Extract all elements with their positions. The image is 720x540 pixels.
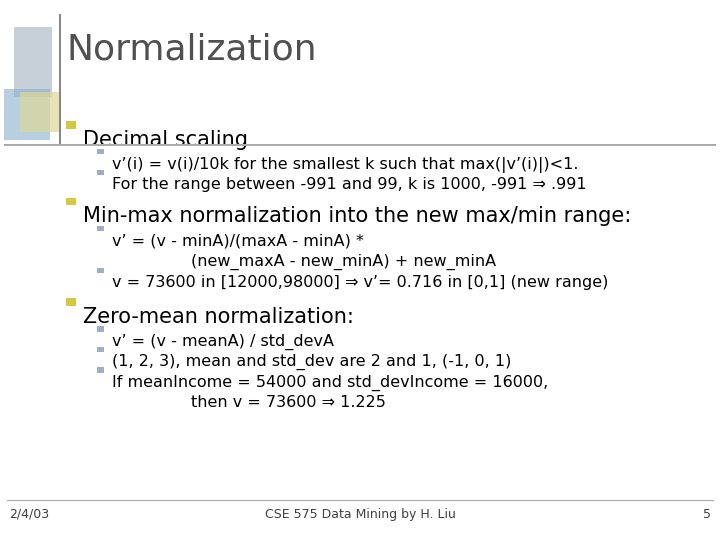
- Text: Decimal scaling: Decimal scaling: [83, 130, 248, 150]
- Text: Zero-mean normalization:: Zero-mean normalization:: [83, 307, 354, 327]
- Bar: [97, 149, 104, 154]
- Bar: [66, 298, 76, 306]
- Text: 5: 5: [703, 508, 711, 521]
- Bar: [4, 89, 50, 140]
- Bar: [97, 170, 104, 175]
- Text: (new_maxA - new_minA) + new_minA: (new_maxA - new_minA) + new_minA: [191, 254, 496, 270]
- Bar: [4, 144, 716, 146]
- Bar: [97, 367, 104, 373]
- Text: then v = 73600 ⇒ 1.225: then v = 73600 ⇒ 1.225: [191, 395, 386, 410]
- Text: CSE 575 Data Mining by H. Liu: CSE 575 Data Mining by H. Liu: [264, 508, 456, 521]
- Text: (1, 2, 3), mean and std_dev are 2 and 1, (-1, 0, 1): (1, 2, 3), mean and std_dev are 2 and 1,…: [112, 354, 511, 370]
- Text: v = 73600 in [12000,98000] ⇒ v’= 0.716 in [0,1] (new range): v = 73600 in [12000,98000] ⇒ v’= 0.716 i…: [112, 275, 608, 291]
- Text: v’ = (v - minA)/(maxA - minA) *: v’ = (v - minA)/(maxA - minA) *: [112, 233, 364, 248]
- Bar: [66, 198, 76, 205]
- Text: For the range between -991 and 99, k is 1000, -991 ⇒ .991: For the range between -991 and 99, k is …: [112, 177, 586, 192]
- Text: Normalization: Normalization: [66, 32, 317, 66]
- Bar: [66, 121, 76, 129]
- Text: 2/4/03: 2/4/03: [9, 508, 49, 521]
- Bar: [97, 326, 104, 332]
- Text: v’ = (v - meanA) / std_devA: v’ = (v - meanA) / std_devA: [112, 334, 333, 350]
- Text: Min-max normalization into the new max/min range:: Min-max normalization into the new max/m…: [83, 206, 631, 226]
- Bar: [97, 226, 104, 231]
- Bar: [97, 268, 104, 273]
- Bar: [20, 92, 60, 132]
- Bar: [14, 27, 52, 97]
- Text: If meanIncome = 54000 and std_devIncome = 16000,: If meanIncome = 54000 and std_devIncome …: [112, 375, 548, 391]
- Text: v’(i) = v(i)/10k for the smallest k such that max(|v’(i)|)<1.: v’(i) = v(i)/10k for the smallest k such…: [112, 157, 578, 173]
- Bar: [97, 347, 104, 352]
- Bar: [59, 14, 61, 146]
